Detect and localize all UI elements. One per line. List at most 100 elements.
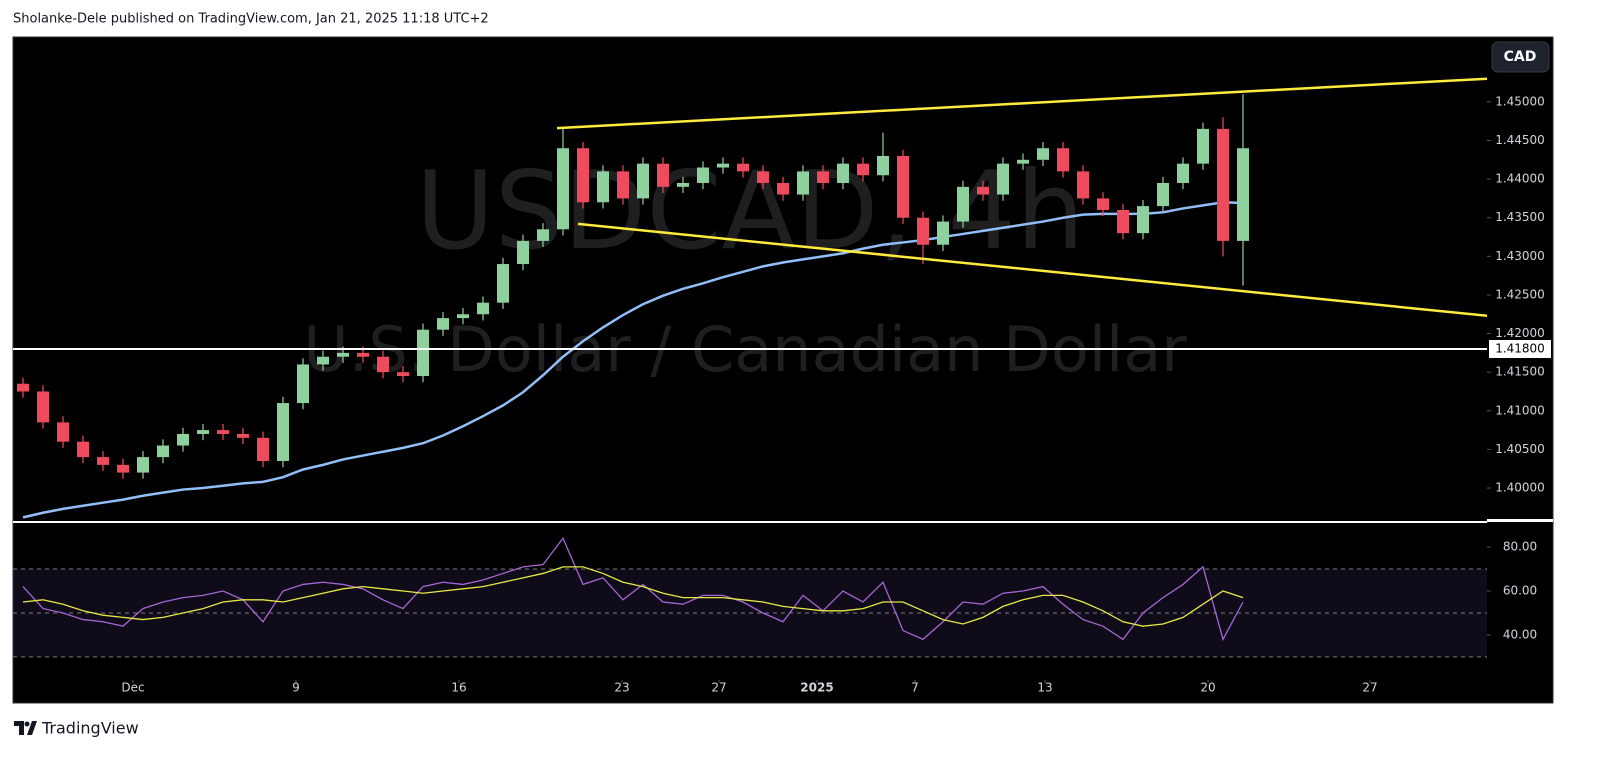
candle-body <box>757 171 769 183</box>
y-tick-label: 60.00 <box>1503 584 1537 598</box>
trend-line <box>577 222 1488 318</box>
tv-logo-dot <box>24 721 30 727</box>
y-tick-label: 1.41000 <box>1495 403 1545 417</box>
candle-body <box>797 171 809 195</box>
x-tick-label: 23 <box>614 681 629 695</box>
candle-body <box>697 167 709 183</box>
candle-body <box>517 240 529 265</box>
y-tick-label: 1.41500 <box>1495 365 1545 379</box>
footer-logo: TradingView <box>14 719 139 738</box>
candle-body <box>1197 128 1209 164</box>
candle-body <box>457 314 469 319</box>
y-tick-label: 1.40500 <box>1495 442 1545 456</box>
candle-body <box>617 171 629 199</box>
y-tick-label: 1.40000 <box>1495 481 1545 495</box>
candle-body <box>377 356 389 373</box>
candle-body <box>877 155 889 176</box>
x-tick-label: 13 <box>1037 681 1052 695</box>
candle-body <box>1017 159 1029 164</box>
moving-average <box>22 201 1244 519</box>
candle-body <box>537 229 549 241</box>
candle-body <box>1177 163 1189 183</box>
trend-line <box>556 77 1488 130</box>
candle-body <box>477 302 489 315</box>
y-tick-label: 1.43000 <box>1495 249 1545 263</box>
x-tick-label: 16 <box>451 681 466 695</box>
candle-body <box>337 352 349 357</box>
candle-body <box>1057 148 1069 172</box>
level-label: 1.41800 <box>1495 342 1545 356</box>
currency-label[interactable]: CAD <box>1504 49 1537 65</box>
x-tick-label: Dec <box>121 681 144 695</box>
candle-body <box>937 221 949 245</box>
candle-body <box>957 186 969 222</box>
candle-body <box>1097 198 1109 210</box>
level-label-bg <box>1489 340 1551 359</box>
currency-button[interactable]: CAD <box>1491 41 1550 73</box>
footer-brand: TradingView <box>41 719 139 738</box>
candle-body <box>997 163 1009 195</box>
candle-body <box>17 383 29 392</box>
candle-body <box>437 318 449 330</box>
y-tick-label: 1.42500 <box>1495 287 1545 301</box>
candle-body <box>157 445 169 458</box>
x-tick-label: 20 <box>1200 681 1215 695</box>
candle-body <box>177 433 189 446</box>
y-tick-label: 1.45000 <box>1495 94 1545 108</box>
pane-separator-axis <box>1487 519 1553 522</box>
candle-body <box>1157 182 1169 207</box>
y-tick-label: 1.43500 <box>1495 210 1545 224</box>
x-tick-label: 7 <box>911 681 919 695</box>
candle-body <box>657 163 669 187</box>
y-tick-label: 1.42000 <box>1495 326 1545 340</box>
watermark: USDCAD, 4h U.S. Dollar / Canadian Dollar <box>303 149 1187 386</box>
rsi-line <box>22 566 1244 627</box>
candle-body <box>557 148 569 230</box>
candle-body <box>1117 209 1129 234</box>
candle-body <box>837 163 849 183</box>
candle-body <box>597 171 609 203</box>
candle-body <box>97 457 109 465</box>
candle-body <box>57 422 69 442</box>
publish-header: Sholanke-Dele published on TradingView.c… <box>13 12 489 27</box>
candle-body <box>1037 148 1049 160</box>
candle-body <box>277 403 289 461</box>
candle-body <box>357 352 369 357</box>
candle-body <box>917 217 929 245</box>
candle-body <box>137 457 149 473</box>
candle-body <box>1217 128 1229 241</box>
y-tick-label: 40.00 <box>1503 627 1537 641</box>
tv-logo-icon <box>14 721 37 735</box>
candle-body <box>37 391 49 423</box>
x-tick-label: 9 <box>292 681 300 695</box>
candle-body <box>197 430 209 434</box>
plot-layer: 1.40000 1.40500 1.41000 1.41500 1.42000 1.425… <box>13 77 1553 695</box>
candle-body <box>397 372 409 377</box>
candle-body <box>737 163 749 172</box>
candle-body <box>1077 171 1089 199</box>
candle-body <box>417 329 429 377</box>
candle-body <box>117 464 129 473</box>
candle-body <box>217 430 229 434</box>
candle-body <box>317 356 329 365</box>
candle-body <box>897 155 909 218</box>
candle-body <box>817 171 829 183</box>
chart-panel <box>12 36 1554 704</box>
candle-body <box>1237 148 1249 241</box>
candle-body <box>77 441 89 458</box>
candle-body <box>637 163 649 199</box>
x-tick-label: 2025 <box>800 681 833 695</box>
x-tick-label: 27 <box>1362 681 1377 695</box>
candle-body <box>297 364 309 404</box>
rsi-line <box>22 537 1244 642</box>
candle-body <box>237 433 249 438</box>
y-tick-label: 1.44500 <box>1495 133 1545 147</box>
x-tick-label: 27 <box>711 681 726 695</box>
candle-body <box>717 163 729 168</box>
symbol-watermark: USDCAD, 4h <box>415 149 1084 274</box>
currency-button-bg[interactable] <box>1491 41 1550 73</box>
candle-body <box>677 182 689 187</box>
candle-body <box>577 148 589 203</box>
y-tick-label: 1.44000 <box>1495 172 1545 186</box>
